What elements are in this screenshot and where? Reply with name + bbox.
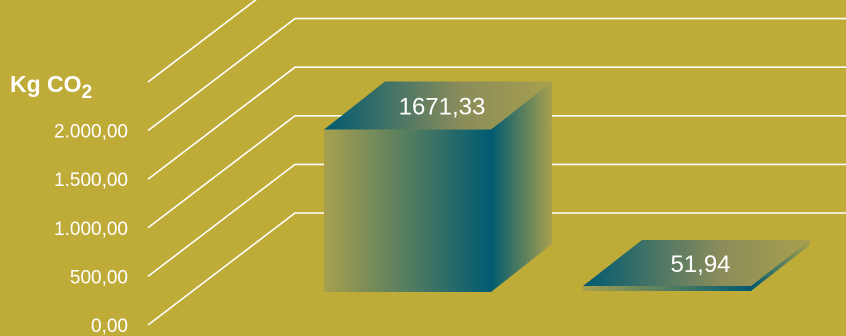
gridline	[147, 17, 846, 132]
gridlines	[147, 0, 846, 326]
bars: 1671,33 51,94	[324, 81, 810, 292]
bar-top-face	[324, 81, 552, 130]
y-tick-label: 1.500,00	[54, 170, 128, 191]
gridline	[147, 66, 846, 180]
gridline	[147, 115, 846, 229]
bar-side-face	[751, 239, 810, 291]
y-axis-label: Kg CO2	[10, 71, 92, 103]
gridline	[147, 0, 257, 83]
y-axis-label-subscript: 2	[82, 82, 93, 103]
bar-value-label: 51,94	[670, 251, 730, 278]
y-tick-label: 2.000,00	[54, 122, 128, 143]
bar-value-label: 1671,33	[399, 94, 486, 121]
bar-2: 51,94	[583, 239, 810, 291]
y-tick-label: 0,00	[91, 316, 128, 336]
bar-side-face	[491, 81, 552, 292]
gridline	[147, 163, 846, 278]
y-axis-label-main: Kg CO	[10, 71, 82, 97]
bar-front-face	[583, 285, 751, 291]
bar-top-face	[583, 239, 810, 286]
gridline	[147, 212, 846, 326]
bar-front-face	[324, 129, 491, 292]
bar-1: 1671,33	[324, 81, 552, 292]
y-tick-label: 500,00	[70, 267, 128, 288]
y-axis-ticks: 0,00 500,00 1.000,00 1.500,00 2.000,00	[54, 122, 128, 336]
y-tick-label: 1.000,00	[54, 219, 128, 240]
